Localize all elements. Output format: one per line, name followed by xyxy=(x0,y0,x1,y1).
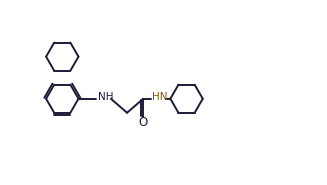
Text: HN: HN xyxy=(152,92,167,102)
Text: NH: NH xyxy=(98,92,113,102)
Text: O: O xyxy=(139,116,148,129)
